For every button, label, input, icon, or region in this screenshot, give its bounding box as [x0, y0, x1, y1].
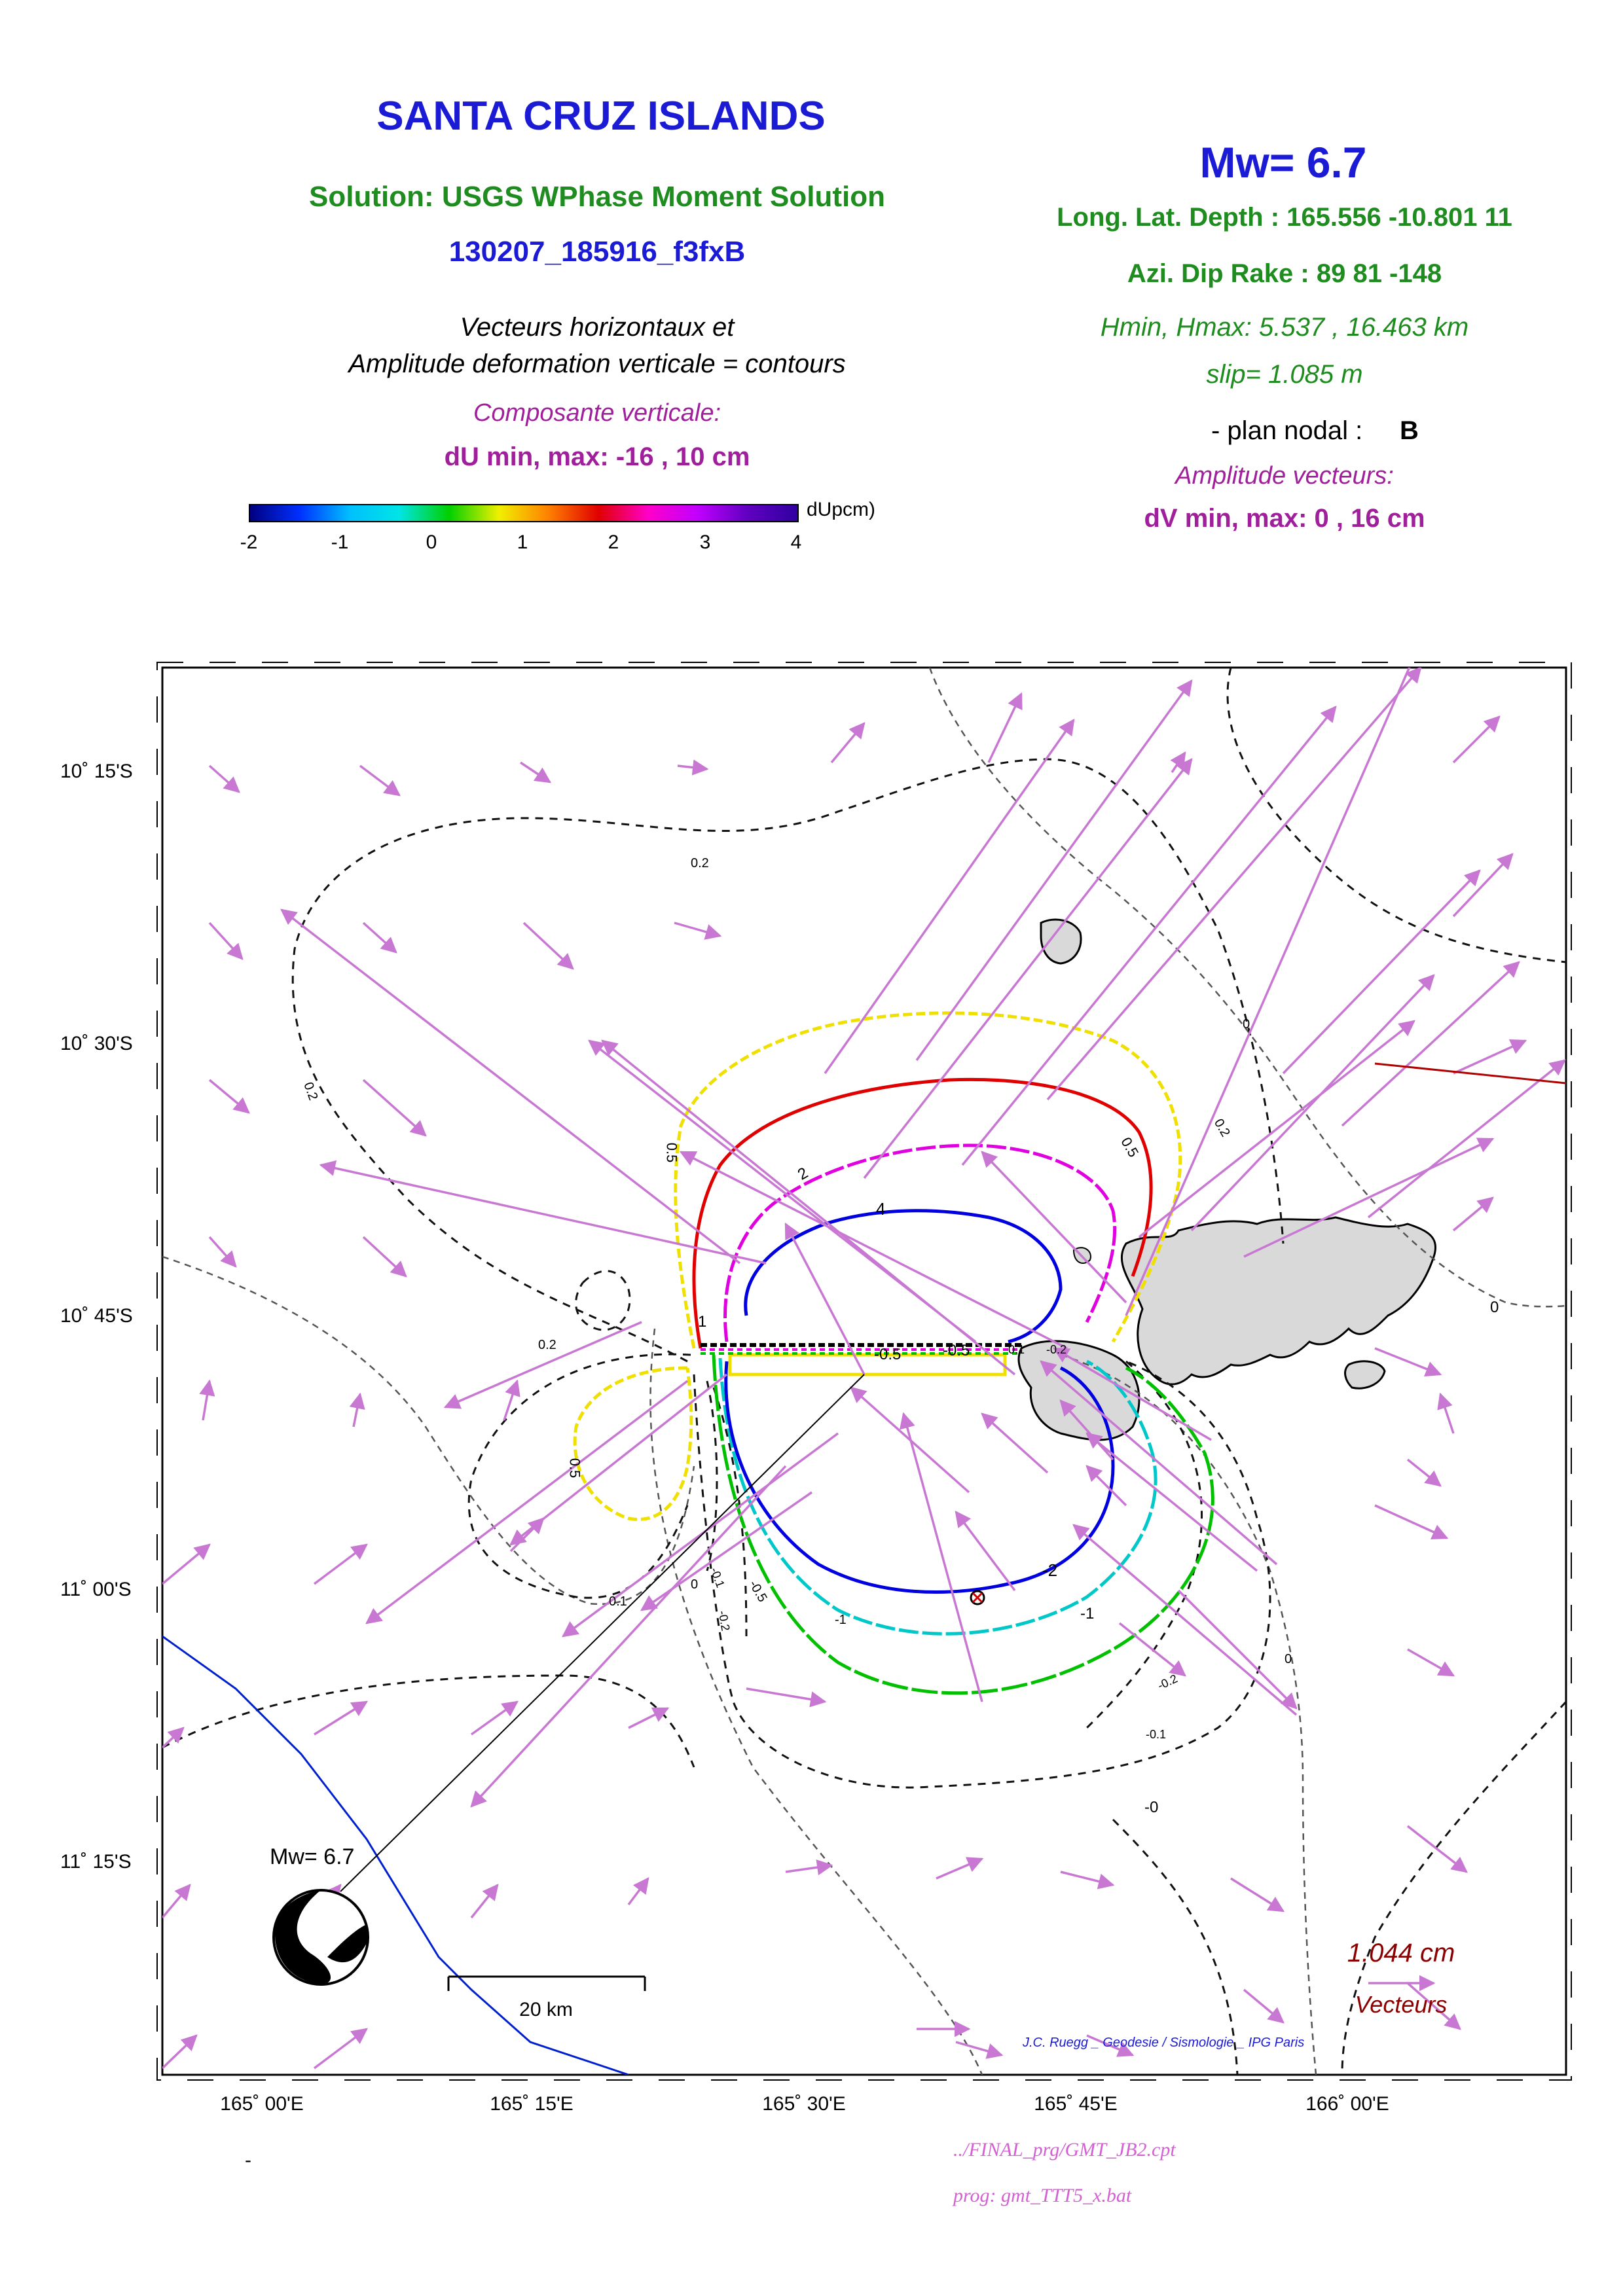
contour-label: -0.1 [1146, 1728, 1167, 1741]
colorbar-tick: -2 [240, 531, 258, 553]
map-frame [161, 666, 1567, 2076]
island-east [1344, 1360, 1386, 1390]
dv-range: dV min, max: 0 , 16 cm [1144, 504, 1425, 533]
contour-label: -0.5 [943, 1342, 970, 1359]
lon-label: 166˚ 00'E [1305, 2093, 1389, 2115]
contour-label: -0 [1144, 1799, 1159, 1816]
lat-label: 10˚ 15'S [60, 761, 133, 782]
contour-label: 0.5 [663, 1142, 680, 1163]
description-line1: Vecteurs horizontaux et [460, 313, 735, 342]
contour-minus-1 [718, 1357, 1158, 1636]
lat-label: 10˚ 30'S [60, 1033, 133, 1054]
cpt-file-label: ../FINAL_prg/GMT_JB2.cpt [953, 2139, 1176, 2161]
focal-mechanism-beachball [272, 1889, 369, 1986]
colorbar-tick: -1 [331, 531, 349, 553]
contour-label: 0.2 [538, 1338, 556, 1352]
contour-label: 0 [1243, 1017, 1250, 1031]
beachball-magnitude: Mw= 6.7 [270, 1844, 355, 1869]
epicenter-marker [970, 1590, 985, 1605]
map-title: SANTA CRUZ ISLANDS [376, 94, 826, 139]
map-frame-ticks [156, 662, 1572, 2081]
plate-boundary [1374, 1062, 1566, 1085]
trench-line [162, 1635, 629, 2075]
long-lat-depth: Long. Lat. Depth : 165.556 -10.801 11 [1057, 203, 1512, 232]
contour-label: -0.2 [1046, 1343, 1067, 1356]
contour-label: -1 [1080, 1605, 1095, 1623]
contour-0-5-north [674, 1011, 1182, 1349]
magnitude-label: Mw= 6.7 [1199, 138, 1367, 187]
lon-label: 165˚ 15'E [490, 2093, 574, 2115]
colorbar-tick: 1 [517, 531, 528, 553]
prog-label: prog: gmt_TTT5_x.bat [953, 2185, 1132, 2206]
contour-2 [723, 1143, 1117, 1342]
contour-label: -0.5 [874, 1346, 902, 1363]
amplitude-vectors-label: Amplitude vecteurs: [1175, 462, 1394, 490]
contour-4 [744, 1209, 1063, 1344]
contour-label: 0.1 [609, 1594, 627, 1609]
displacement-vectors [162, 668, 1566, 2070]
vector-scale-value: 1.044 cm [1347, 1939, 1455, 1967]
lat-label: 11˚ 15'S [60, 1851, 132, 1873]
contour-label: 0.2 [691, 856, 709, 870]
island-tinakula [1040, 918, 1082, 965]
contour-0-5-west [573, 1366, 693, 1521]
contour-label: -2 [1042, 1560, 1058, 1580]
slip-value: slip= 1.085 m [1206, 360, 1363, 389]
contour-label: -1 [835, 1613, 847, 1627]
credit-label: J.C. Ruegg _ Geodesie / Sismologie _ IPG… [1023, 2036, 1305, 2050]
contour-label: 0 [1490, 1299, 1499, 1316]
contour-label: 1 [698, 1313, 707, 1331]
contour-minus-0-5 [712, 1354, 1214, 1695]
color-scale-bar [249, 504, 799, 522]
lon-label: 165˚ 00'E [220, 2093, 304, 2115]
description-line2: Amplitude deformation verticale = contou… [348, 350, 846, 378]
lon-label: 165˚ 45'E [1034, 2093, 1118, 2115]
colorbar-tick: 4 [790, 531, 802, 553]
lat-label: 11˚ 00'S [60, 1579, 132, 1600]
contour-label: 0 [691, 1577, 699, 1592]
lon-label: 165˚ 30'E [762, 2093, 846, 2115]
contour-label: 0.5 [566, 1458, 583, 1479]
island-ndeni [1120, 1216, 1437, 1386]
distance-scale-bar [447, 1975, 646, 1991]
event-id: 130207_185916_f3fxB [448, 236, 746, 268]
vertical-component-label: Composante verticale: [473, 399, 721, 427]
beachball-leader [340, 1374, 865, 1892]
vector-scale-label: Vecteurs [1355, 1991, 1448, 2018]
footer-dash: - [245, 2149, 251, 2171]
scale-bar-label: 20 km [519, 1999, 573, 2020]
lat-label: 10˚ 45'S [60, 1305, 133, 1327]
colorbar-unit: dUpcm) [807, 499, 876, 520]
colorbar-tick: 2 [608, 531, 619, 553]
azi-dip-rake: Azi. Dip Rake : 89 81 -148 [1127, 259, 1442, 288]
contour-label: 0.1 [1008, 1343, 1025, 1356]
plan-nodal-value: B [1400, 416, 1419, 445]
contour-label: 0 [1285, 1652, 1292, 1666]
colorbar-tick: 0 [426, 531, 437, 553]
solution-label: Solution: USGS WPhase Moment Solution [309, 181, 885, 213]
contour-label: 4 [876, 1199, 886, 1219]
colorbar-tick: 3 [699, 531, 711, 553]
hmin-hmax: Hmin, Hmax: 5.537 , 16.463 km [1100, 313, 1469, 342]
plan-nodal-label: - plan nodal : [1211, 416, 1363, 445]
du-range: dU min, max: -16 , 10 cm [444, 442, 750, 471]
